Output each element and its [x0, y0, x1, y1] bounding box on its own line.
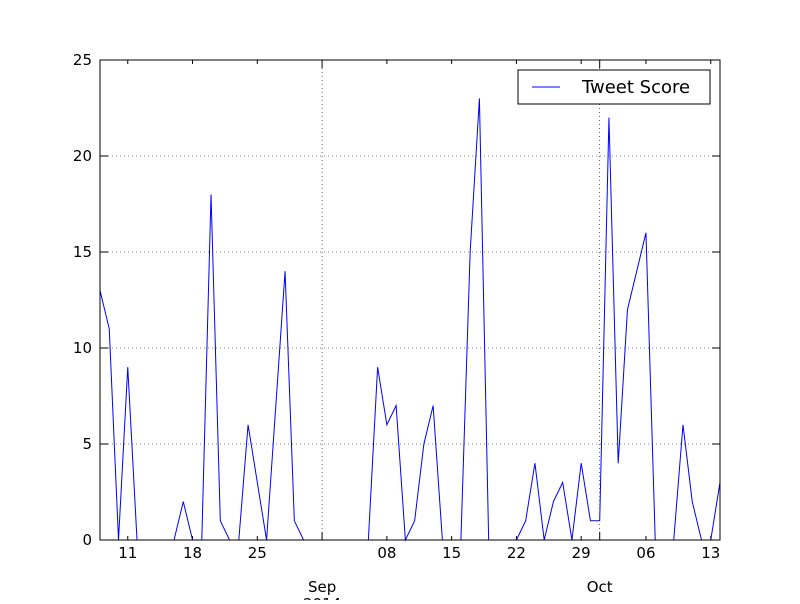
x-tick-label: Sep — [308, 578, 336, 596]
x-tick-label: 18 — [183, 544, 202, 562]
y-tick-label: 10 — [73, 339, 92, 357]
y-tick-label: 15 — [73, 243, 92, 261]
x-tick-sublabel: 2014 — [303, 595, 341, 600]
x-tick-label: 13 — [701, 544, 720, 562]
legend-label: Tweet Score — [581, 77, 690, 98]
y-tick-label: 20 — [73, 147, 92, 165]
y-tick-label: 25 — [73, 51, 92, 69]
x-tick-label: 15 — [442, 544, 461, 562]
x-tick-label: 22 — [507, 544, 526, 562]
x-tick-label: 08 — [377, 544, 396, 562]
plot-frame — [99, 59, 721, 541]
x-tick-label: 25 — [248, 544, 267, 562]
y-tick-label: 5 — [82, 435, 92, 453]
x-tick-label: Oct — [587, 578, 613, 596]
x-tick-label: 29 — [572, 544, 591, 562]
x-tick-label: 11 — [118, 544, 137, 562]
y-tick-label: 0 — [82, 531, 92, 549]
x-tick-label: 06 — [636, 544, 655, 562]
data-line — [99, 98, 721, 542]
